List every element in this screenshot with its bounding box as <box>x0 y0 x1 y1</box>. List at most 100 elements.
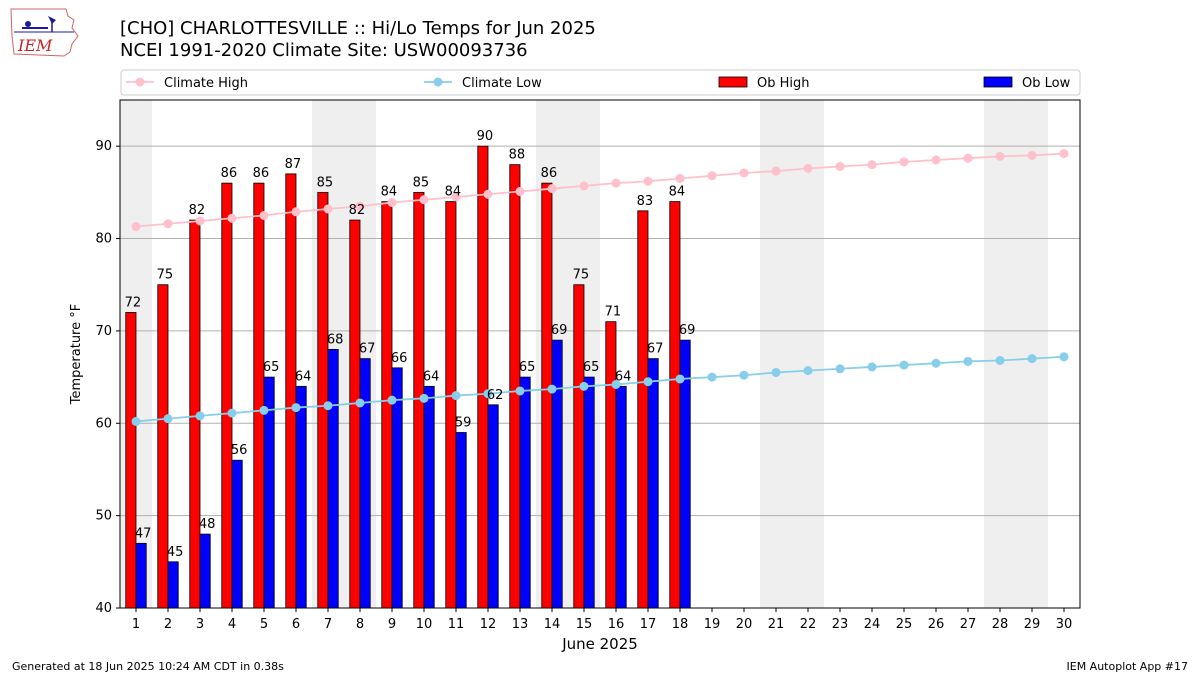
ob-high-bar-label: 84 <box>381 185 398 200</box>
ob-high-bar-label: 86 <box>541 166 558 181</box>
climate-low-point <box>355 398 365 408</box>
climate-low-point <box>739 370 749 380</box>
ob-low-bar <box>167 561 179 609</box>
climate-low-point <box>387 395 397 405</box>
ob-high-bar-label: 88 <box>509 148 526 163</box>
climate-low-point <box>579 381 589 391</box>
ob-low-bar <box>487 404 499 609</box>
legend: Climate High Climate Low Ob High Ob Low <box>120 69 1081 96</box>
ob-high-bar <box>477 145 489 609</box>
ob-low-bar-label: 67 <box>647 342 664 357</box>
climate-low-point <box>931 358 941 368</box>
x-tick-label: 7 <box>324 617 332 632</box>
climate-low-point <box>451 391 461 401</box>
x-tick-label: 26 <box>928 617 945 632</box>
ob-high-bar <box>669 201 681 609</box>
ob-low-bar <box>583 376 595 609</box>
x-tick-label: 12 <box>480 617 497 632</box>
ob-high-bar-label: 85 <box>413 175 430 190</box>
climate-high-point <box>547 184 557 194</box>
climate-low-point <box>227 408 237 418</box>
ob-low-bar <box>519 376 531 609</box>
plot-frame <box>119 99 1081 609</box>
x-tick-label: 18 <box>672 617 689 632</box>
x-tick-label: 28 <box>992 617 1009 632</box>
legend-label-1: Climate Low <box>462 76 542 91</box>
climate-high-point <box>131 222 141 232</box>
legend-swatch-2 <box>718 76 748 88</box>
ob-high-bar <box>605 321 617 609</box>
ob-low-bar-label: 56 <box>231 443 248 458</box>
climate-high-point <box>355 201 365 211</box>
climate-high-point <box>291 207 301 217</box>
grid-lines <box>120 145 1080 517</box>
x-tick-label: 5 <box>260 617 268 632</box>
climate-low-point <box>195 411 205 421</box>
y-axis-label: Temperature °F <box>69 304 84 405</box>
chart-title: [CHO] CHARLOTTESVILLE :: Hi/Lo Temps for… <box>120 18 596 39</box>
climate-high-point <box>643 176 653 186</box>
x-tick-label: 11 <box>448 617 465 632</box>
ob-high-bar <box>253 182 265 609</box>
y-tick-label: 40 <box>95 601 112 616</box>
ob-low-bar <box>647 358 659 609</box>
climate-low-point <box>771 367 781 377</box>
ob-low-bar <box>327 348 339 609</box>
ob-high-bar <box>349 219 361 609</box>
ob-low-bar-label: 69 <box>551 323 568 338</box>
y-tick-label: 60 <box>95 416 112 431</box>
logo-text: IEM <box>17 36 53 55</box>
climate-high-point <box>675 174 685 184</box>
ob-high-bar-label: 82 <box>189 203 206 218</box>
ob-high-bar <box>317 191 329 609</box>
data-labels: 72 75 82 86 86 87 85 82 84 85 84 90 88 86 75 71 83 84 47 45… <box>125 129 696 560</box>
generated-timestamp: Generated at 18 Jun 2025 10:24 AM CDT in… <box>12 660 284 673</box>
x-tick-label: 22 <box>800 617 817 632</box>
ob-low-bar-label: 48 <box>199 517 216 532</box>
climate-low-point <box>1059 352 1069 362</box>
climate-high-point <box>419 195 429 205</box>
ob-low-bar-label: 64 <box>423 369 440 384</box>
climate-high-point <box>995 151 1005 161</box>
climate-low-point <box>835 364 845 374</box>
weekend-shade <box>760 100 824 608</box>
climate-high-point <box>387 198 397 208</box>
ob-low-bar-label: 65 <box>519 360 536 375</box>
climate-high-point <box>195 216 205 226</box>
ob-low-bar <box>359 358 371 609</box>
climate-low-point <box>675 374 685 384</box>
climate-low-point <box>547 384 557 394</box>
x-tick-label: 6 <box>292 617 300 632</box>
x-axis-label: June 2025 <box>561 635 638 653</box>
ob-low-bar-label: 66 <box>391 351 408 366</box>
climate-low-point <box>963 356 973 366</box>
climate-low-point <box>1027 354 1037 364</box>
ob-high-bar <box>285 173 297 609</box>
ob-low-bar-label: 68 <box>327 332 344 347</box>
climate-low-point <box>291 403 301 413</box>
climate-high-point <box>803 163 813 173</box>
climate-low-point <box>995 355 1005 365</box>
ob-high-bar-label: 85 <box>317 175 334 190</box>
app-credit: IEM Autoplot App #17 <box>1066 660 1189 673</box>
legend-marker-1 <box>433 77 443 87</box>
x-tick-label: 21 <box>768 617 785 632</box>
ob-high-bar <box>637 210 649 609</box>
climate-low-point <box>163 414 173 424</box>
ob-low-bar-label: 64 <box>295 369 312 384</box>
ob-high-bar-label: 90 <box>477 129 494 144</box>
iem-logo: IEM <box>10 8 79 57</box>
climate-high-point <box>963 153 973 163</box>
climate-low-point <box>643 377 653 387</box>
legend-label-0: Climate High <box>164 76 248 91</box>
climate-high-point <box>227 213 237 223</box>
ob-low-bar <box>295 385 307 609</box>
ob-high-bar-label: 84 <box>669 185 686 200</box>
legend-swatch-3 <box>983 76 1013 88</box>
x-tick-label: 29 <box>1024 617 1041 632</box>
ob-low-bar <box>199 533 211 609</box>
ob-low-bar-label: 59 <box>455 416 472 431</box>
weekend-shading <box>120 100 1048 608</box>
climate-high-line <box>135 152 1065 228</box>
